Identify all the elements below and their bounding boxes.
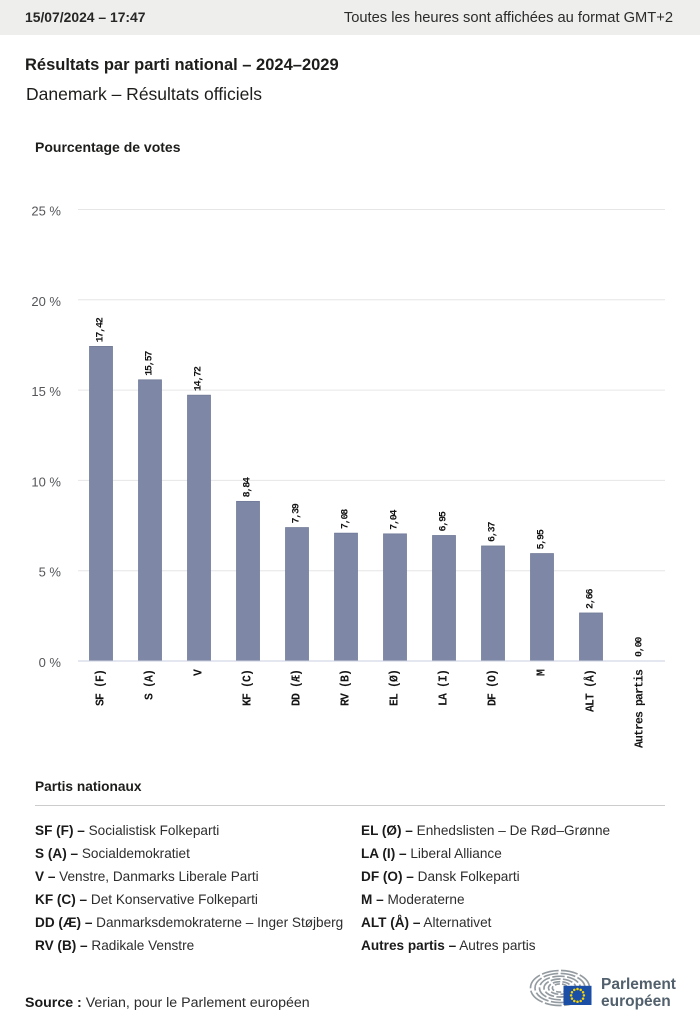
svg-text:Autres partis: Autres partis [634,669,647,748]
svg-text:14,72: 14,72 [194,366,205,391]
svg-text:2,66: 2,66 [586,589,597,609]
svg-text:SF (F): SF (F) [95,670,108,706]
svg-text:7,04: 7,04 [390,509,401,529]
svg-text:DF (O): DF (O) [487,670,500,706]
svg-text:8,84: 8,84 [243,477,254,497]
svg-text:7,08: 7,08 [341,509,352,529]
svg-text:15,57: 15,57 [145,351,156,376]
svg-text:0 %: 0 % [39,655,62,670]
svg-text:5,95: 5,95 [537,529,548,549]
svg-text:RV (B): RV (B) [340,670,353,706]
svg-text:EL (Ø): EL (Ø) [389,670,402,706]
svg-text:10 %: 10 % [31,474,61,489]
svg-text:7,39: 7,39 [292,503,303,523]
svg-text:5 %: 5 % [39,565,62,580]
svg-text:17,42: 17,42 [96,317,107,342]
svg-text:6,95: 6,95 [439,511,450,531]
svg-text:S (A): S (A) [144,670,157,700]
svg-text:15 %: 15 % [31,384,61,399]
svg-text:25 %: 25 % [31,204,61,219]
svg-text:20 %: 20 % [31,294,61,309]
svg-text:V: V [193,669,206,676]
svg-text:ALT (Å): ALT (Å) [585,670,598,712]
svg-text:0,00: 0,00 [635,637,646,657]
svg-text:M: M [536,669,549,676]
svg-text:6,37: 6,37 [488,522,499,542]
svg-text:LA (I): LA (I) [438,670,451,706]
svg-text:KF (C): KF (C) [242,670,255,706]
svg-text:DD (Æ): DD (Æ) [291,670,304,706]
